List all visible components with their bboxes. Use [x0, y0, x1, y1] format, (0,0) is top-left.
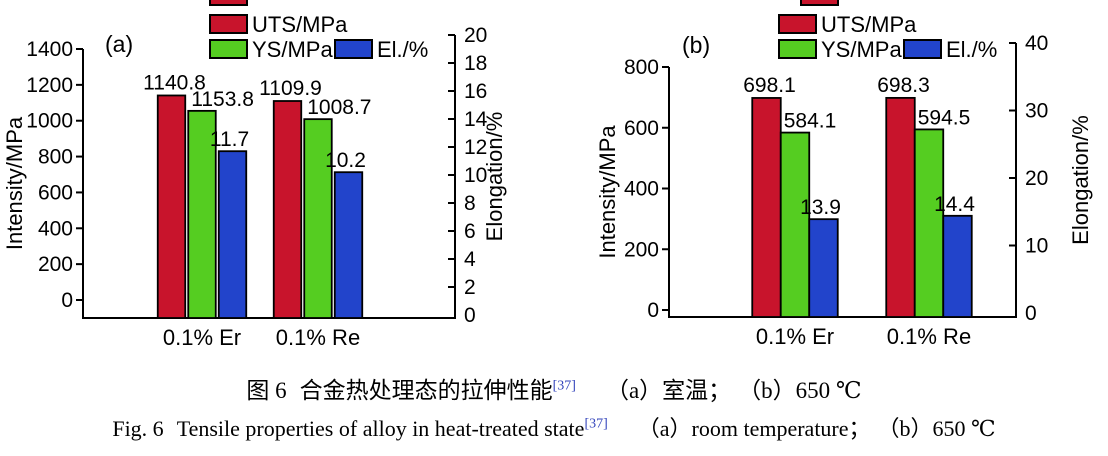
category-label: 0.1% Re	[887, 324, 971, 349]
left-tick-label: 1000	[26, 110, 73, 133]
legend-label-ys: YS/MPa	[252, 37, 333, 62]
right-tick-label: 2	[464, 276, 476, 299]
value-label-el: 10.2	[325, 149, 366, 172]
bar-el-re	[333, 171, 364, 319]
right-tick-label: 14	[464, 108, 488, 131]
caption-english: Fig. 6 Tensile properties of alloy in hea…	[0, 411, 1108, 443]
bar-el-er	[217, 150, 248, 319]
left-tick-label: 600	[624, 117, 659, 140]
bar-ys-er	[187, 109, 217, 319]
left-tick-label: 200	[624, 238, 659, 261]
bar-el-er	[808, 218, 839, 318]
citation-ref-en: [37]	[584, 416, 608, 432]
right-tick-label: 40	[1025, 32, 1048, 55]
category-label: 0.1% Re	[276, 325, 360, 350]
category-label: 0.1% Er	[756, 324, 834, 349]
left-tick-label: 1200	[26, 74, 73, 97]
value-label-uts: 698.3	[877, 74, 930, 97]
bar-el-re	[942, 214, 973, 318]
value-label-ys: 1153.8	[191, 88, 254, 111]
left-tick-label: 0	[61, 289, 73, 312]
right-tick-label: 20	[1025, 167, 1048, 190]
caption-chinese: 图 6 合金热处理态的拉伸性能[37] （a）室温； （b）650 ℃	[0, 371, 1108, 405]
category-label: 0.1% Er	[163, 325, 241, 350]
right-tick-label: 10	[464, 164, 487, 187]
legend-label-el: El./%	[946, 37, 997, 62]
left-axis-title: Intensity/MPa	[2, 116, 27, 250]
caption-title-en: Tensile properties of alloy in heat-trea…	[176, 416, 585, 441]
legend-swatch-el	[903, 39, 942, 59]
right-tick-label: 12	[464, 136, 487, 159]
left-tick-label: 200	[38, 253, 73, 276]
bar-chart-room-temperature: 0 200 400 600 800 1000 1200 1400 0 2 4 6 8 10 12 14 16 18…	[2, 0, 507, 350]
value-label-uts: 1140.8	[143, 71, 206, 94]
legend-label-uts: UTS/MPa	[252, 12, 348, 37]
left-axis-title: Intensity/MPa	[595, 125, 620, 259]
value-label-el: 14.4	[934, 193, 975, 216]
chart-panel-b: 0 200 400 600 800 0 10 20 30 40 Intensity/MPa Elong…	[554, 0, 1108, 360]
bar-uts-re	[272, 100, 303, 319]
caption-cond-a-zh: （a）室温；	[605, 378, 732, 403]
legend-label-uts: UTS/MPa	[821, 12, 917, 37]
bar-uts-re	[885, 96, 916, 318]
left-tick-label: 600	[38, 181, 73, 204]
legend-label-el: El./%	[377, 37, 428, 62]
caption-cond-a-en: （a）room temperature；	[637, 416, 871, 441]
value-label-uts: 698.1	[743, 74, 796, 97]
value-label-uts: 1109.9	[259, 77, 322, 100]
left-tick-label: 800	[624, 56, 659, 79]
right-tick-label: 6	[464, 220, 476, 243]
panel-label: (b)	[682, 32, 710, 58]
cropped-swatch-artifact	[800, 0, 839, 6]
right-tick-label: 18	[464, 52, 487, 75]
legend-swatch-uts	[209, 14, 248, 34]
bar-ys-er	[779, 131, 811, 318]
value-label-ys: 594.5	[918, 106, 971, 129]
right-tick-label: 30	[1025, 100, 1048, 123]
right-tick-label: 16	[464, 80, 487, 103]
value-label-el: 11.7	[210, 128, 249, 151]
legend-swatch-uts	[778, 14, 817, 34]
bar-ys-re	[303, 118, 333, 319]
value-label-el: 13.9	[800, 196, 841, 219]
bar-ys-re	[913, 128, 945, 318]
citation-ref-zh: [37]	[552, 378, 576, 394]
left-tick-label: 1400	[26, 38, 73, 61]
legend-swatch-el	[334, 39, 373, 59]
right-tick-label: 10	[1025, 235, 1048, 258]
caption-title-zh: 合金热处理态的拉伸性能	[299, 378, 553, 403]
left-tick-label: 400	[624, 178, 659, 201]
caption-cond-b-zh: （b）650 ℃	[738, 378, 862, 403]
right-tick-label: 20	[464, 24, 487, 47]
legend-swatch-ys	[209, 39, 248, 59]
right-axis-title: Elongation/%	[482, 112, 507, 242]
left-tick-label: 400	[38, 217, 73, 240]
value-label-ys: 584.1	[784, 110, 837, 133]
legend-swatch-ys	[778, 39, 817, 59]
value-label-ys: 1008.7	[307, 96, 371, 119]
right-tick-label: 0	[464, 304, 476, 327]
bar-chart-650c: 0 200 400 600 800 0 10 20 30 40 Intensity/MPa Elong…	[595, 0, 1093, 349]
right-tick-label: 4	[464, 248, 476, 271]
bar-uts-er	[751, 97, 782, 318]
caption-cond-b-en: （b）650 ℃	[877, 416, 996, 441]
cropped-swatch-artifact	[209, 0, 248, 6]
legend-label-ys: YS/MPa	[821, 37, 902, 62]
right-tick-label: 8	[464, 192, 476, 215]
right-tick-label: 0	[1025, 302, 1037, 325]
caption-fig-number-en: Fig. 6	[112, 416, 164, 441]
panel-label: (a)	[105, 31, 133, 57]
chart-panel-a: 0 200 400 600 800 1000 1200 1400 0 2 4 6 8 10 12 14 16 18…	[0, 0, 554, 360]
left-tick-label: 800	[38, 146, 73, 169]
bar-uts-er	[156, 94, 187, 319]
caption-fig-number-zh: 图 6	[246, 378, 287, 403]
right-axis-title: Elongation/%	[1068, 115, 1093, 245]
left-tick-label: 0	[647, 299, 659, 322]
